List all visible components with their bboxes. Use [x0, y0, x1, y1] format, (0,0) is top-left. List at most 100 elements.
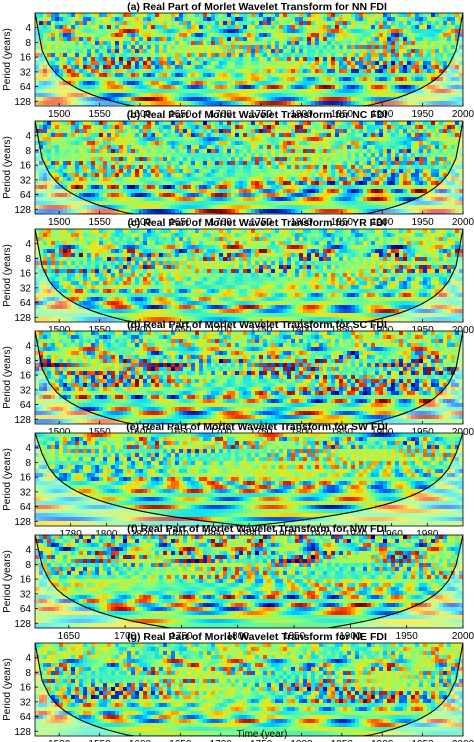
y-tick-label: 16	[20, 371, 32, 382]
x-tick-label: 1950	[396, 631, 419, 642]
wavelet-coefficient-field	[35, 535, 463, 628]
x-tick-label: 1940	[345, 529, 368, 540]
x-tick-label: 1700	[210, 325, 233, 336]
y-axis-label: Period (years)	[2, 136, 13, 199]
x-tick-label: 1750	[170, 631, 193, 642]
y-tick-label: 4	[25, 23, 31, 34]
y-tick-label: 32	[20, 589, 32, 600]
y-tick-label: 8	[25, 254, 31, 265]
x-tick-label: 1850	[331, 739, 354, 742]
cone-of-influence-line	[35, 13, 463, 106]
y-tick-label: 128	[14, 517, 31, 528]
x-tick-label: 1700	[210, 109, 233, 120]
x-tick-label: 1900	[371, 739, 394, 742]
y-tick-label: 32	[20, 385, 32, 396]
coi-shading	[35, 229, 463, 322]
x-tick-label: 1850	[283, 631, 306, 642]
wavelet-coefficient-field	[35, 643, 463, 736]
x-tick-label: 1800	[95, 529, 118, 540]
y-axis-label: Period (years)	[2, 244, 13, 307]
x-tick-label: 1800	[290, 109, 313, 120]
cone-of-influence-line	[35, 121, 463, 214]
x-tick-label: 2000	[452, 427, 474, 438]
y-tick-label: 64	[20, 712, 32, 723]
x-tick-label: 1900	[339, 631, 362, 642]
x-tick-label: 1600	[129, 109, 152, 120]
x-tick-label: 1700	[210, 739, 233, 742]
x-tick-label: 1950	[411, 325, 434, 336]
x-tick-label: 1880	[238, 529, 261, 540]
x-tick-label: 1550	[88, 325, 111, 336]
x-tick-label: 1600	[129, 427, 152, 438]
x-tick-label: 1800	[290, 427, 313, 438]
x-tick-label: 1600	[129, 217, 152, 228]
y-tick-label: 4	[25, 443, 31, 454]
y-axis-label: Period (years)	[2, 346, 13, 409]
x-tick-label: 1500	[48, 739, 71, 742]
y-tick-label: 128	[14, 619, 31, 630]
x-tick-label: 2000	[452, 739, 474, 742]
y-axis-label: Period (years)	[2, 658, 13, 721]
x-tick-label: 1840	[167, 529, 190, 540]
y-tick-label: 64	[20, 400, 32, 411]
plot-frame	[34, 228, 464, 323]
x-tick-label: 1750	[250, 325, 273, 336]
x-tick-label: 1700	[210, 427, 233, 438]
wavelet-panel: (c) Real Part of Morlet Wavelet Transfor…	[2, 217, 474, 336]
x-tick-label: 1650	[169, 217, 192, 228]
x-tick-label: 1900	[371, 325, 394, 336]
x-tick-label: 1500	[48, 325, 71, 336]
y-tick-label: 64	[20, 502, 32, 513]
x-tick-label: 1900	[371, 217, 394, 228]
y-tick-label: 16	[20, 473, 32, 484]
y-tick-label: 32	[20, 283, 32, 294]
x-tick-label: 1850	[331, 427, 354, 438]
y-tick-label: 32	[20, 487, 32, 498]
x-tick-label: 1550	[88, 427, 111, 438]
x-tick-label: 1600	[129, 739, 152, 742]
wavelet-panel: (g) Real Part of Morlet Wavelet Transfor…	[2, 631, 474, 742]
y-tick-label: 8	[25, 146, 31, 157]
x-tick-label: 1950	[411, 109, 434, 120]
x-tick-label: 1750	[250, 739, 273, 742]
y-tick-label: 64	[20, 298, 32, 309]
x-tick-label: 1860	[202, 529, 225, 540]
x-tick-label: 2000	[452, 217, 474, 228]
coi-shading	[35, 643, 463, 736]
x-tick-label: 1850	[331, 109, 354, 120]
x-tick-label: 1650	[169, 325, 192, 336]
wavelet-panel: (f) Real Part of Morlet Wavelet Transfor…	[2, 523, 474, 642]
wavelet-panel: (d) Real Part of Morlet Wavelet Transfor…	[2, 319, 474, 438]
x-tick-label: 1550	[88, 739, 111, 742]
x-tick-label: 2000	[452, 631, 474, 642]
y-axis-label: Period (years)	[2, 448, 13, 511]
y-tick-label: 128	[14, 727, 31, 738]
x-tick-label: 1650	[169, 739, 192, 742]
y-tick-label: 8	[25, 668, 31, 679]
panel-title: (c) Real Part of Morlet Wavelet Transfor…	[127, 217, 386, 229]
panel-title: (g) Real Part of Morlet Wavelet Transfor…	[127, 631, 387, 643]
x-tick-label: 1650	[169, 109, 192, 120]
wavelet-coefficient-field	[35, 121, 463, 214]
coi-shading	[35, 535, 463, 628]
x-tick-label: 1900	[371, 109, 394, 120]
x-tick-label: 1800	[290, 325, 313, 336]
y-tick-label: 32	[20, 697, 32, 708]
y-tick-label: 128	[14, 205, 31, 216]
y-tick-label: 128	[14, 313, 31, 324]
x-tick-label: 1700	[210, 217, 233, 228]
wavelet-panel: (a) Real Part of Morlet Wavelet Transfor…	[2, 1, 474, 120]
x-tick-label: 1650	[58, 631, 81, 642]
y-tick-label: 4	[25, 239, 31, 250]
y-axis-label: Period (years)	[2, 28, 13, 91]
x-tick-label: 1950	[411, 217, 434, 228]
x-tick-label: 2000	[452, 109, 474, 120]
y-tick-label: 32	[20, 67, 32, 78]
x-tick-label: 2000	[452, 325, 474, 336]
y-tick-label: 4	[25, 545, 31, 556]
x-axis-label: Time (year)	[237, 729, 288, 740]
y-tick-label: 16	[20, 269, 32, 280]
y-tick-label: 8	[25, 458, 31, 469]
y-tick-label: 8	[25, 356, 31, 367]
